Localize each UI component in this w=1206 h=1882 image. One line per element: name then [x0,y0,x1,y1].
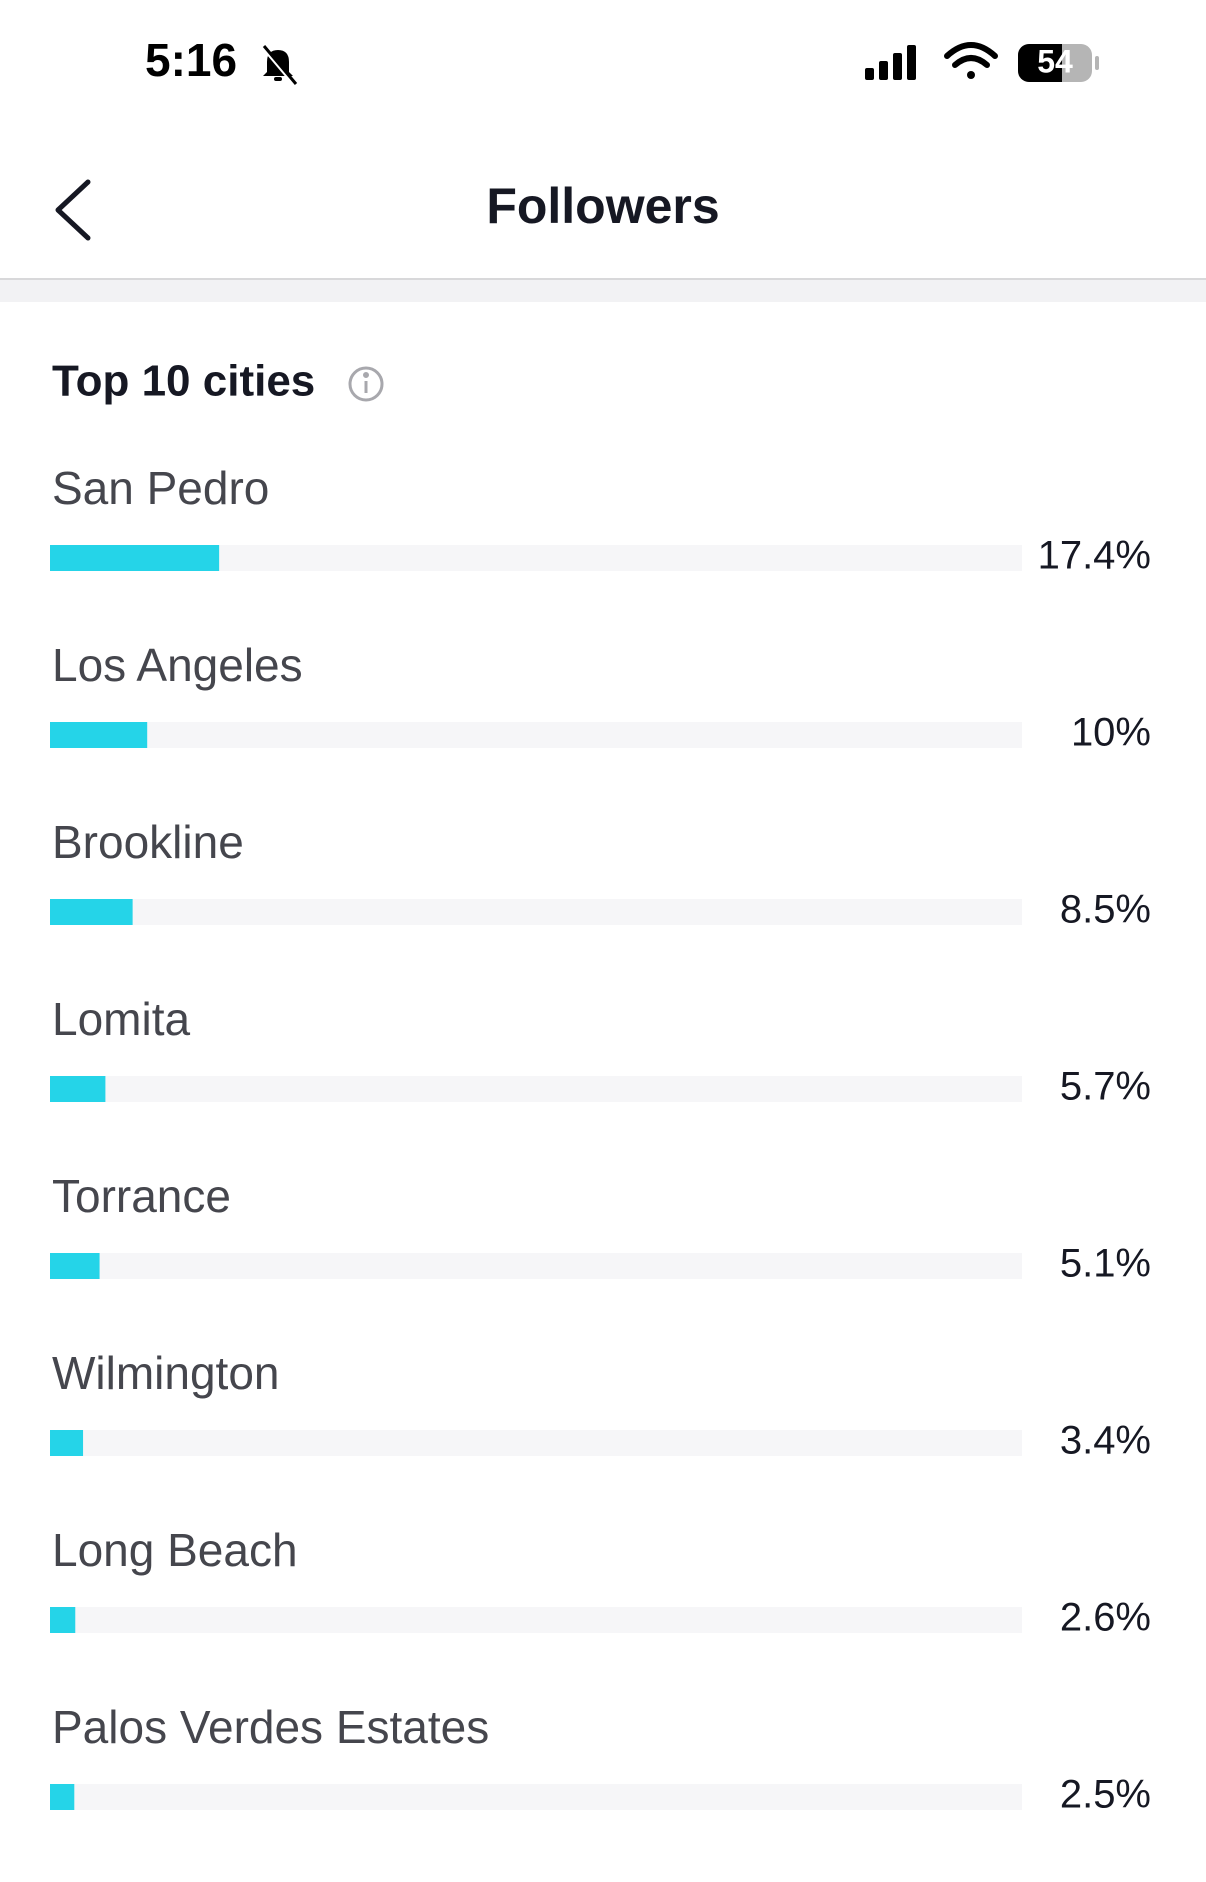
section-separator [0,280,1206,302]
bar-track [50,1607,1022,1633]
battery-level: 54 [1037,43,1073,79]
bar [50,1784,75,1810]
back-button[interactable] [40,165,110,255]
city-name: Lomita [52,993,190,1045]
city-name: San Pedro [52,462,269,514]
city-name: Los Angeles [52,639,303,691]
bar [50,1076,106,1102]
city-name: Long Beach [52,1524,298,1576]
percent-label: 10% [1071,711,1151,755]
battery-icon: 54 [1018,43,1099,82]
mute-icon [260,44,298,86]
bar [50,722,148,748]
bar-track [50,722,1022,748]
percent-label: 5.1% [1060,1242,1151,1286]
city-name: Brookline [52,816,244,868]
status-time: 5:16 [145,34,237,86]
bar [50,1607,76,1633]
bar-track [50,1253,1022,1279]
bar-track [50,1076,1022,1102]
percent-label: 2.5% [1060,1773,1151,1817]
bar [50,545,220,571]
back-button-hitarea[interactable] [40,165,110,255]
back-chevron[interactable] [55,179,91,241]
percent-label: 17.4% [1038,534,1151,578]
signal-icon [865,45,916,80]
bar [50,899,133,925]
section-title: Top 10 cities [52,357,315,406]
city-name: Torrance [52,1170,231,1222]
city-list: San Pedro 17.4% Los Angeles 10% Brookline 8.5… [50,462,1151,1817]
wifi-icon [944,42,998,79]
bar-track [50,1784,1022,1810]
bar-track [50,1430,1022,1456]
percent-label: 5.7% [1060,1065,1151,1109]
percent-label: 2.6% [1060,1596,1151,1640]
info-icon[interactable] [348,366,384,402]
city-name: Wilmington [52,1347,280,1399]
bar-track [50,899,1022,925]
percent-label: 8.5% [1060,888,1151,932]
bar [50,1253,100,1279]
bar [50,1430,84,1456]
city-name: Palos Verdes Estates [52,1701,489,1753]
header-title: Followers [486,178,719,234]
percent-label: 3.4% [1060,1419,1151,1463]
